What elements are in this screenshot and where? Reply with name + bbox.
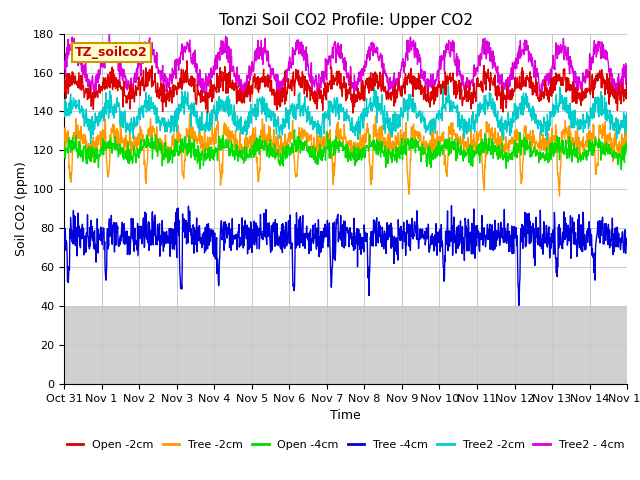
Y-axis label: Soil CO2 (ppm): Soil CO2 (ppm)	[15, 161, 28, 256]
Text: TZ_soilco2: TZ_soilco2	[76, 46, 148, 59]
Legend: Open -2cm, Tree -2cm, Open -4cm, Tree -4cm, Tree2 -2cm, Tree2 - 4cm: Open -2cm, Tree -2cm, Open -4cm, Tree -4…	[62, 435, 629, 454]
Bar	[64, 306, 627, 384]
X-axis label: Time: Time	[330, 409, 361, 422]
Title: Tonzi Soil CO2 Profile: Upper CO2: Tonzi Soil CO2 Profile: Upper CO2	[219, 13, 472, 28]
